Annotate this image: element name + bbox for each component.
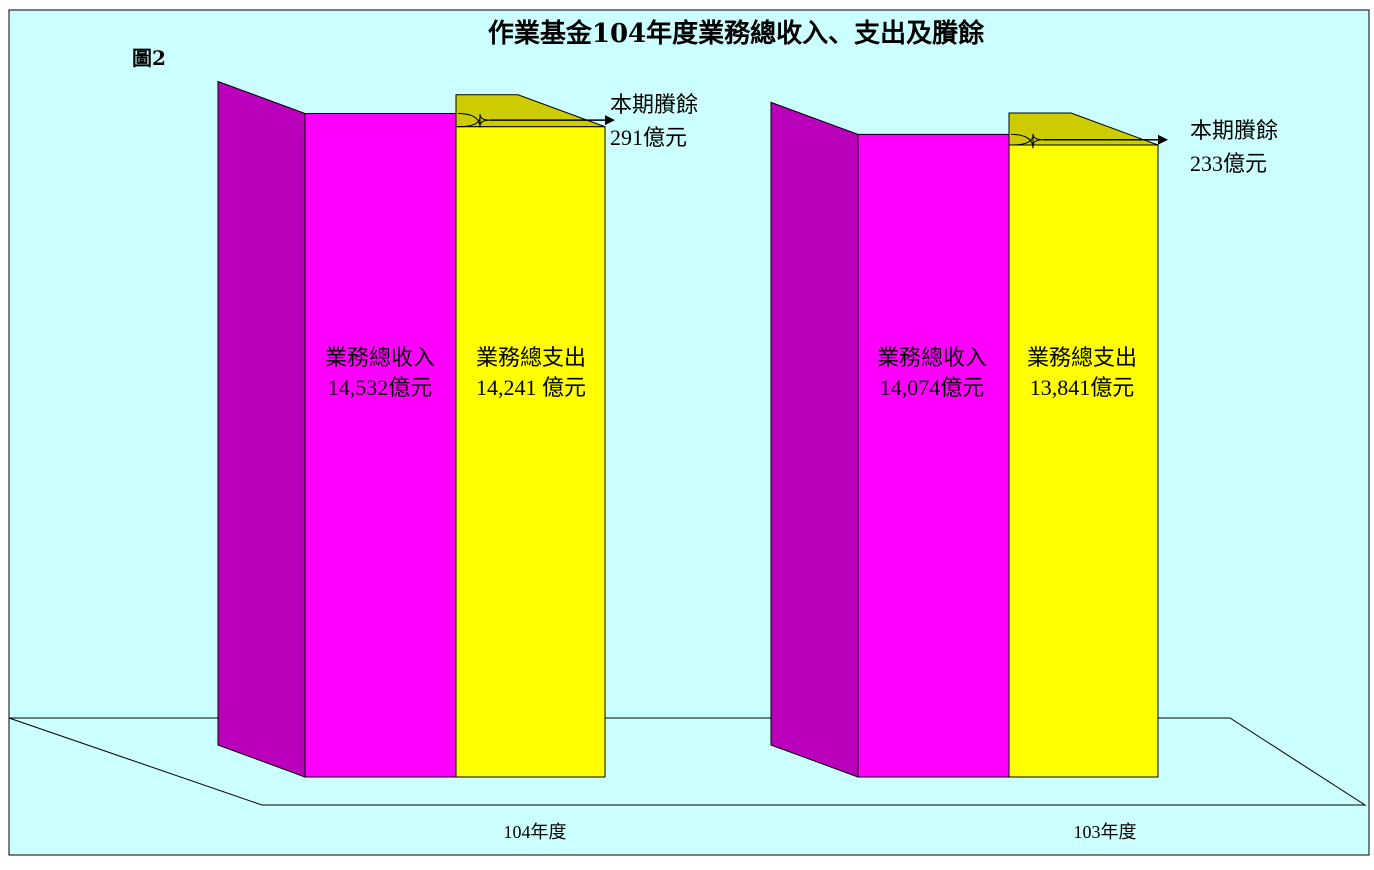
income-value-103: 14,074億元 (880, 375, 985, 400)
surplus-label-103: 本期賸餘 (1190, 118, 1278, 143)
income-bar-side-103 (770, 101, 859, 778)
bars-group (217, 80, 1168, 778)
category-label-103: 103年度 (1074, 822, 1137, 842)
expense-label-103: 業務總支出 (1027, 345, 1137, 370)
income-label-104: 業務總收入 (325, 345, 435, 370)
expense-bar-104 (455, 126, 606, 778)
chart-title: 作業基金104年度業務總收入、支出及賸餘 (488, 18, 985, 49)
expense-value-104: 14,241 億元 (476, 375, 586, 400)
surplus-value-104: 291億元 (610, 125, 687, 150)
surplus-value-103: 233億元 (1190, 151, 1267, 176)
income-value-104: 14,532億元 (328, 375, 433, 400)
expense-label-104: 業務總支出 (476, 345, 586, 370)
income-bar-104 (304, 112, 457, 778)
category-label-104: 104年度 (504, 822, 567, 842)
income-bar-103 (857, 133, 1010, 778)
surplus-label-104: 本期賸餘 (610, 92, 698, 117)
income-label-103: 業務總收入 (877, 345, 987, 370)
surplus-arrow-head-104 (605, 115, 615, 126)
expense-value-103: 13,841億元 (1030, 375, 1135, 400)
figure-label: 圖2 (132, 46, 166, 70)
income-bar-side-104 (217, 80, 306, 778)
surplus-arrow-head-103 (1158, 134, 1168, 145)
expense-bar-103 (1008, 144, 1159, 778)
